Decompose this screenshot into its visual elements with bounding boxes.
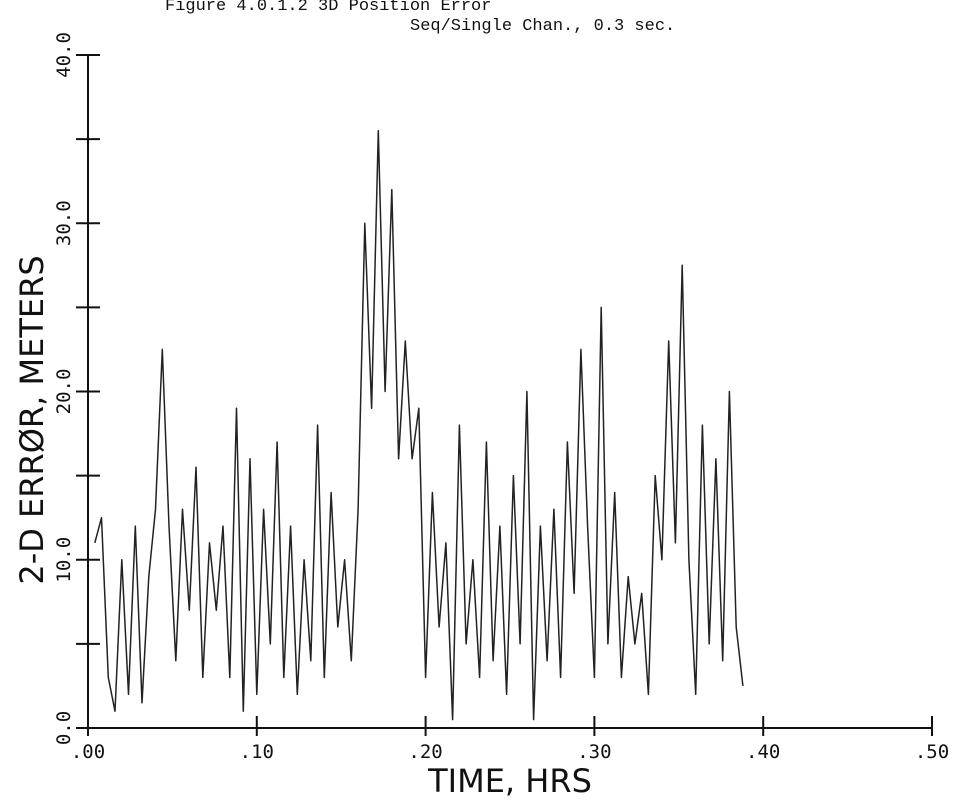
y-tick-label: 30.0 bbox=[53, 200, 75, 246]
y-tick-label: 20.0 bbox=[53, 369, 75, 415]
chart-title: Figure 4.0.1.2 3D Position Error bbox=[165, 0, 491, 16]
y-tick-label: 10.0 bbox=[53, 537, 75, 583]
x-axis-title: TIME, HRS bbox=[427, 762, 592, 800]
x-tick-label: .10 bbox=[240, 741, 274, 763]
y-tick-label: 0.0 bbox=[53, 711, 75, 745]
x-tick-label: .00 bbox=[71, 741, 105, 763]
x-tick-label: .30 bbox=[577, 741, 611, 763]
y-tick-label: 40.0 bbox=[53, 32, 75, 78]
data-line bbox=[94, 129, 744, 721]
x-tick-label: .40 bbox=[746, 741, 780, 763]
y-axis-title: 2-D ERRØR, METERS bbox=[13, 255, 51, 584]
x-tick-label: .50 bbox=[915, 741, 949, 763]
x-tick-label: .20 bbox=[408, 741, 442, 763]
chart-subtitle: Seq/Single Chan., 0.3 sec. bbox=[410, 17, 675, 36]
